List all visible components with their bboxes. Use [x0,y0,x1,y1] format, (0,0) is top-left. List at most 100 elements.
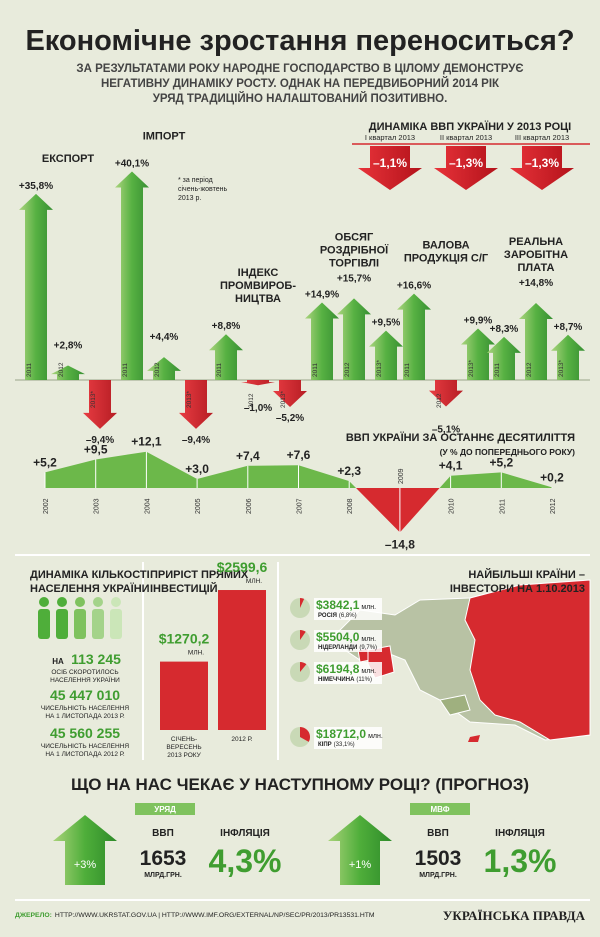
quarter-arrow [358,146,422,190]
year-label: 2013* [90,391,97,408]
year-label: 2012 [154,362,161,377]
decade-value: +4,1 [439,459,463,473]
investor-share: (9,7%) [359,645,377,651]
people [38,597,122,639]
map [329,579,591,742]
indicator-name: РЕАЛЬНА [509,236,563,248]
investment-value: $1270,2 [159,631,210,647]
decade-area-negative [45,488,552,533]
decade-year: 2009 [398,468,405,484]
value-label: +2,8% [54,340,83,351]
decline-text: НАСЕЛЕННЯ УКРАЇНИ [50,676,120,684]
investor-share: (33,1%) [334,742,355,748]
share-pie-slice [300,727,310,742]
map-cyprus [468,735,480,742]
investments-title: ІНВЕСТИЦІЙ [150,582,218,595]
investors-title: ІНВЕСТОРИ НА 1.10.2013 [450,583,585,595]
source-links: HTTP://WWW.UKRSTAT.GOV.UA | HTTP://WWW.I… [55,912,375,919]
footnote: * за період [178,176,213,184]
year-label: 2011 [216,363,223,377]
investor-share: (11%) [356,677,372,683]
indicator-arrow [115,171,149,380]
investor-label-bg [314,727,382,749]
inflation-header: ІНФЛЯЦІЯ [495,828,545,839]
group-banner [135,803,195,815]
gdp-header: ВВП [427,828,449,839]
indicator-arrow [51,365,85,380]
population-count-text: ЧИСЕЛЬНІСТЬ НАСЕЛЕННЯ [41,743,129,750]
quarters-title: ДИНАМІКА ВВП УКРАЇНИ У 2013 РОЦІ [369,120,572,133]
quarter-label: II квартал 2013 [440,133,492,142]
indicator-arrow [429,380,463,407]
decade-value: +7,6 [287,448,311,462]
footnote: січень-жовтень [178,185,227,193]
group-name: УРЯД [154,805,176,814]
decade-year: 2010 [449,498,456,514]
indicator-arrow [83,380,117,429]
value-label: –5,1% [432,425,460,436]
indicator-name: НИЦТВА [235,293,281,305]
decade-value: +12,1 [131,435,162,449]
investor-share: (6,8%) [339,613,357,619]
year-label: 2011 [122,363,129,377]
forecast-arrow [53,815,117,885]
decade-value: +5,2 [33,455,57,469]
year-label: 2013* [186,391,193,408]
investors-title: НАЙБІЛЬШІ КРАЇНИ – [468,568,585,581]
footnote: 2013 р. [178,195,201,202]
year-label: 2011 [26,363,33,377]
quarter-label: I квартал 2013 [365,133,415,142]
investor-amount: $18712,0 млн. [316,727,383,741]
investor-label-bg [314,662,382,684]
investor-unit: млн. [361,604,376,611]
decline-value: 113 245 [71,651,121,667]
decade-year: 2005 [195,498,202,514]
indicator-name: ІМПОРТ [143,130,186,142]
investor-label-bg [314,630,382,652]
decade-year: 2006 [246,498,253,514]
quarter-arrow [434,146,498,190]
investor-unit: млн. [361,636,376,643]
year-label: 2013* [376,360,383,377]
decline-text: ОСІБ СКОРОТИЛОСЬ [51,669,118,676]
investor-country: РОСІЯ (6,8%) [318,613,357,619]
value-label: +14,9% [305,290,339,301]
brand: УКРАЇНСЬКА ПРАВДА [443,908,586,923]
decade-value: +5,2 [489,455,513,469]
investor-amount: $5504,0 млн. [316,630,376,644]
gdp-header: ВВП [152,828,174,839]
value-label: –9,4% [86,435,114,446]
decade-value: +0,2 [540,470,564,484]
indicator-arrow [209,334,243,380]
investor-country: НІДЕРЛАНДИ (9,7%) [318,645,377,651]
investor-amount: $6194,8 млн. [316,662,376,676]
subtitle: ЗА РЕЗУЛЬТАТАМИ РОКУ НАРОДНЕ ГОСПОДАРСТВ… [76,63,523,75]
indicator-name: ЕКСПОРТ [42,153,95,165]
decade-year: 2011 [499,499,506,514]
forecast-growth: +3% [74,859,97,871]
gdp-unit: МЛРД.ГРН. [419,872,457,879]
decade-value: +9,5 [84,443,108,457]
investment-bar [160,661,208,730]
indicator-arrow [241,380,275,386]
investor-amount-value: $18712,0 [316,727,366,741]
investor-amount-value: $3842,1 [316,598,360,612]
forecast-arrow [328,815,392,885]
indicator-name: ПРОМВИРОБ- [220,280,296,292]
indicator-name: РОЗДРІБНОЇ [320,243,389,256]
value-label: –5,2% [276,413,304,424]
population-count-text: НА 1 ЛИСТОПАДА 2012 Р. [45,751,125,758]
gdp-unit: МЛРД.ГРН. [144,872,182,879]
share-pie-slice [300,662,307,672]
value-label: –1,0% [244,403,272,414]
value-label: +35,8% [19,181,53,192]
decade-year: 2004 [144,498,151,514]
year-label: 2012 [58,362,65,377]
group-banner [410,803,470,815]
investment-category: ВЕРЕСЕНЬ [166,744,201,751]
population-count-text: ЧИСЕЛЬНІСТЬ НАСЕЛЕННЯ [41,705,129,712]
year-label: 2011 [494,363,501,377]
investor-unit: млн. [368,733,383,740]
investor-unit: млн. [361,668,376,675]
